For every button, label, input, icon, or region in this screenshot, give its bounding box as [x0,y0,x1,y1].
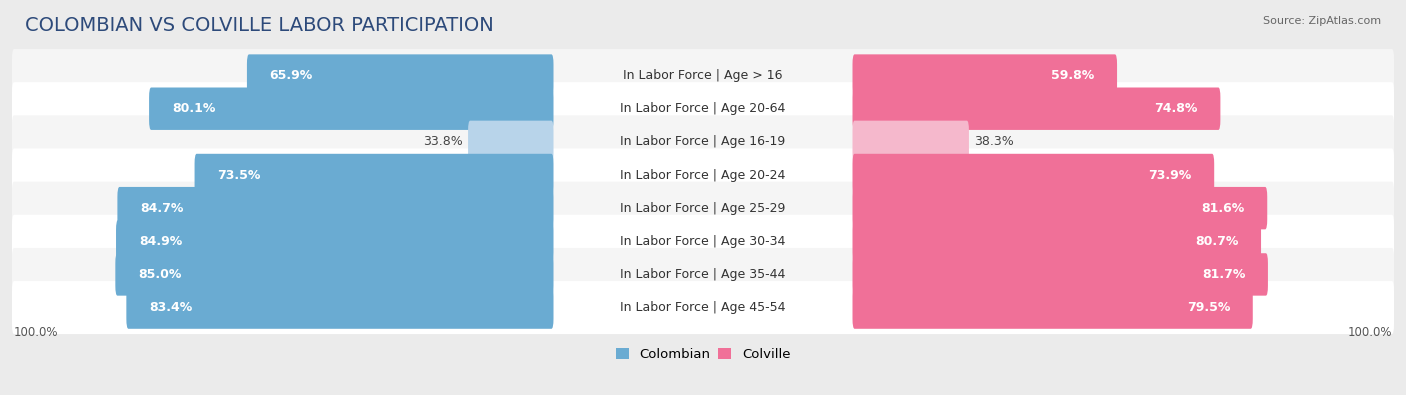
Text: 73.9%: 73.9% [1149,169,1191,182]
Text: 73.5%: 73.5% [218,169,260,182]
FancyBboxPatch shape [13,215,1393,268]
FancyBboxPatch shape [13,281,1393,334]
FancyBboxPatch shape [13,248,1393,301]
Text: 85.0%: 85.0% [138,268,181,281]
FancyBboxPatch shape [13,149,1393,201]
Text: In Labor Force | Age > 16: In Labor Force | Age > 16 [623,69,783,82]
Text: COLOMBIAN VS COLVILLE LABOR PARTICIPATION: COLOMBIAN VS COLVILLE LABOR PARTICIPATIO… [25,16,494,35]
Text: Source: ZipAtlas.com: Source: ZipAtlas.com [1263,16,1381,26]
Text: In Labor Force | Age 30-34: In Labor Force | Age 30-34 [620,235,786,248]
FancyBboxPatch shape [468,120,554,163]
Text: 100.0%: 100.0% [1347,326,1392,339]
Text: 83.4%: 83.4% [149,301,193,314]
Text: 81.6%: 81.6% [1201,201,1244,214]
FancyBboxPatch shape [852,253,1268,295]
Text: 80.7%: 80.7% [1195,235,1239,248]
FancyBboxPatch shape [149,88,554,130]
FancyBboxPatch shape [13,182,1393,235]
FancyBboxPatch shape [13,49,1393,102]
FancyBboxPatch shape [852,120,969,163]
Legend: Colombian, Colville: Colombian, Colville [610,343,796,367]
FancyBboxPatch shape [852,88,1220,130]
FancyBboxPatch shape [13,82,1393,135]
Text: 59.8%: 59.8% [1052,69,1094,82]
FancyBboxPatch shape [852,154,1215,196]
FancyBboxPatch shape [852,55,1116,97]
Text: In Labor Force | Age 16-19: In Labor Force | Age 16-19 [620,135,786,149]
Text: 100.0%: 100.0% [14,326,59,339]
Text: 84.7%: 84.7% [141,201,184,214]
FancyBboxPatch shape [115,253,554,295]
FancyBboxPatch shape [127,286,554,329]
Text: 80.1%: 80.1% [172,102,215,115]
Text: In Labor Force | Age 20-24: In Labor Force | Age 20-24 [620,169,786,182]
Text: 74.8%: 74.8% [1154,102,1198,115]
Text: In Labor Force | Age 45-54: In Labor Force | Age 45-54 [620,301,786,314]
FancyBboxPatch shape [13,115,1393,168]
FancyBboxPatch shape [194,154,554,196]
FancyBboxPatch shape [852,286,1253,329]
FancyBboxPatch shape [852,187,1267,229]
Text: In Labor Force | Age 35-44: In Labor Force | Age 35-44 [620,268,786,281]
FancyBboxPatch shape [117,220,554,263]
Text: 38.3%: 38.3% [974,135,1014,149]
Text: 81.7%: 81.7% [1202,268,1246,281]
Text: In Labor Force | Age 25-29: In Labor Force | Age 25-29 [620,201,786,214]
Text: 33.8%: 33.8% [423,135,463,149]
Text: In Labor Force | Age 20-64: In Labor Force | Age 20-64 [620,102,786,115]
Text: 79.5%: 79.5% [1187,301,1230,314]
Text: 84.9%: 84.9% [139,235,181,248]
FancyBboxPatch shape [852,220,1261,263]
FancyBboxPatch shape [118,187,554,229]
FancyBboxPatch shape [247,55,554,97]
Text: 65.9%: 65.9% [270,69,314,82]
